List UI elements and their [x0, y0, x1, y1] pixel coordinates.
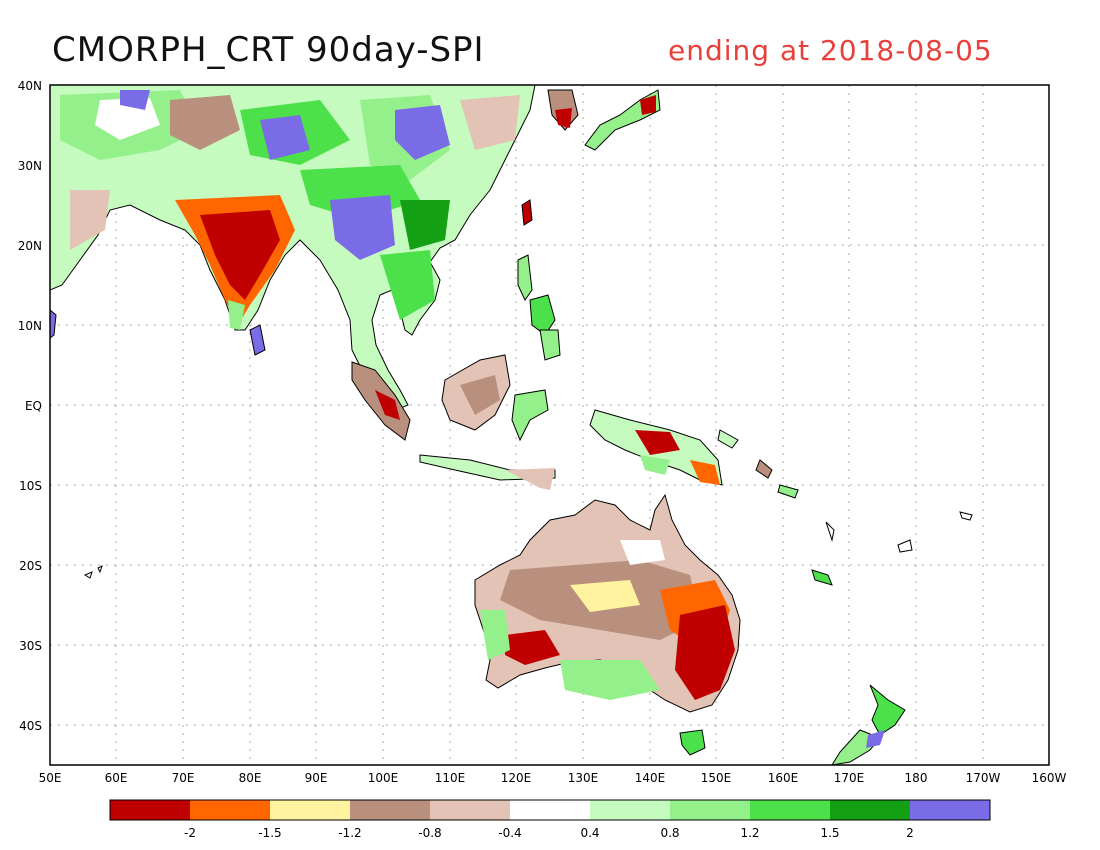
lat-label: 20S	[19, 559, 42, 573]
colorbar-swatch	[430, 800, 510, 820]
colorbar-label: 1.5	[820, 826, 839, 840]
latitude-labels: 40N 30N 20N 10N EQ 10S 20S 30S 40S	[18, 79, 42, 733]
lon-label: 110E	[435, 771, 466, 785]
colorbar-swatch	[270, 800, 350, 820]
lon-label: 120E	[501, 771, 532, 785]
map-title: CMORPH_CRT 90day-SPI	[52, 30, 485, 70]
longitude-labels: 50E 60E 70E 80E 90E 100E 110E 120E 130E …	[39, 771, 1067, 785]
colorbar-label: -2	[184, 826, 196, 840]
colorbar-swatch	[830, 800, 910, 820]
lon-label: 80E	[239, 771, 262, 785]
lon-label: 70E	[172, 771, 195, 785]
colorbar-label: 0.4	[580, 826, 599, 840]
lat-label: 40N	[18, 79, 42, 93]
lon-label: 140E	[635, 771, 666, 785]
colorbar-swatch	[750, 800, 830, 820]
colorbar-labels: -2 -1.5 -1.2 -0.8 -0.4 0.4 0.8 1.2 1.5 2	[184, 826, 914, 840]
indonesia-region	[351, 354, 799, 499]
lon-label: 100E	[368, 771, 399, 785]
colorbar-label: 2	[906, 826, 914, 840]
lon-label: 180	[905, 771, 928, 785]
colorbar-label: -1.5	[258, 826, 281, 840]
lon-label: 170W	[966, 771, 1001, 785]
colorbar-label: 0.8	[660, 826, 679, 840]
new-zealand-region	[50, 309, 973, 765]
colorbar-swatch	[670, 800, 750, 820]
australia-region	[474, 493, 741, 756]
lat-label: 30S	[19, 639, 42, 653]
map-subtitle: ending at 2018-08-05	[668, 34, 993, 67]
lon-label: 170E	[834, 771, 865, 785]
lat-label: 20N	[18, 239, 42, 253]
asia-region	[50, 85, 661, 411]
colorbar-label: -1.2	[338, 826, 361, 840]
lon-label: 130E	[568, 771, 599, 785]
colorbar-swatch	[110, 800, 190, 820]
colorbar-label: -0.8	[418, 826, 441, 840]
lat-label: EQ	[25, 399, 42, 413]
colorbar-swatch	[510, 800, 590, 820]
map-area	[50, 85, 1049, 765]
lat-label: 30N	[18, 159, 42, 173]
lat-label: 40S	[19, 719, 42, 733]
lon-label: 60E	[105, 771, 128, 785]
colorbar-frame	[109, 799, 991, 821]
lon-label: 90E	[305, 771, 328, 785]
colorbar-swatch	[190, 800, 270, 820]
colorbar-swatch	[590, 800, 670, 820]
colorbar-swatch	[350, 800, 430, 820]
lon-label: 160E	[768, 771, 799, 785]
lon-label: 160W	[1032, 771, 1067, 785]
lat-label: 10S	[19, 479, 42, 493]
lon-label: 150E	[701, 771, 732, 785]
lon-label: 50E	[39, 771, 62, 785]
colorbar-label: 1.2	[740, 826, 759, 840]
colorbar	[109, 799, 991, 821]
philippines-region	[517, 254, 561, 361]
map-frame	[49, 84, 1050, 766]
colorbar-swatch	[910, 800, 990, 820]
lat-label: 10N	[18, 319, 42, 333]
colorbar-label: -0.4	[498, 826, 521, 840]
